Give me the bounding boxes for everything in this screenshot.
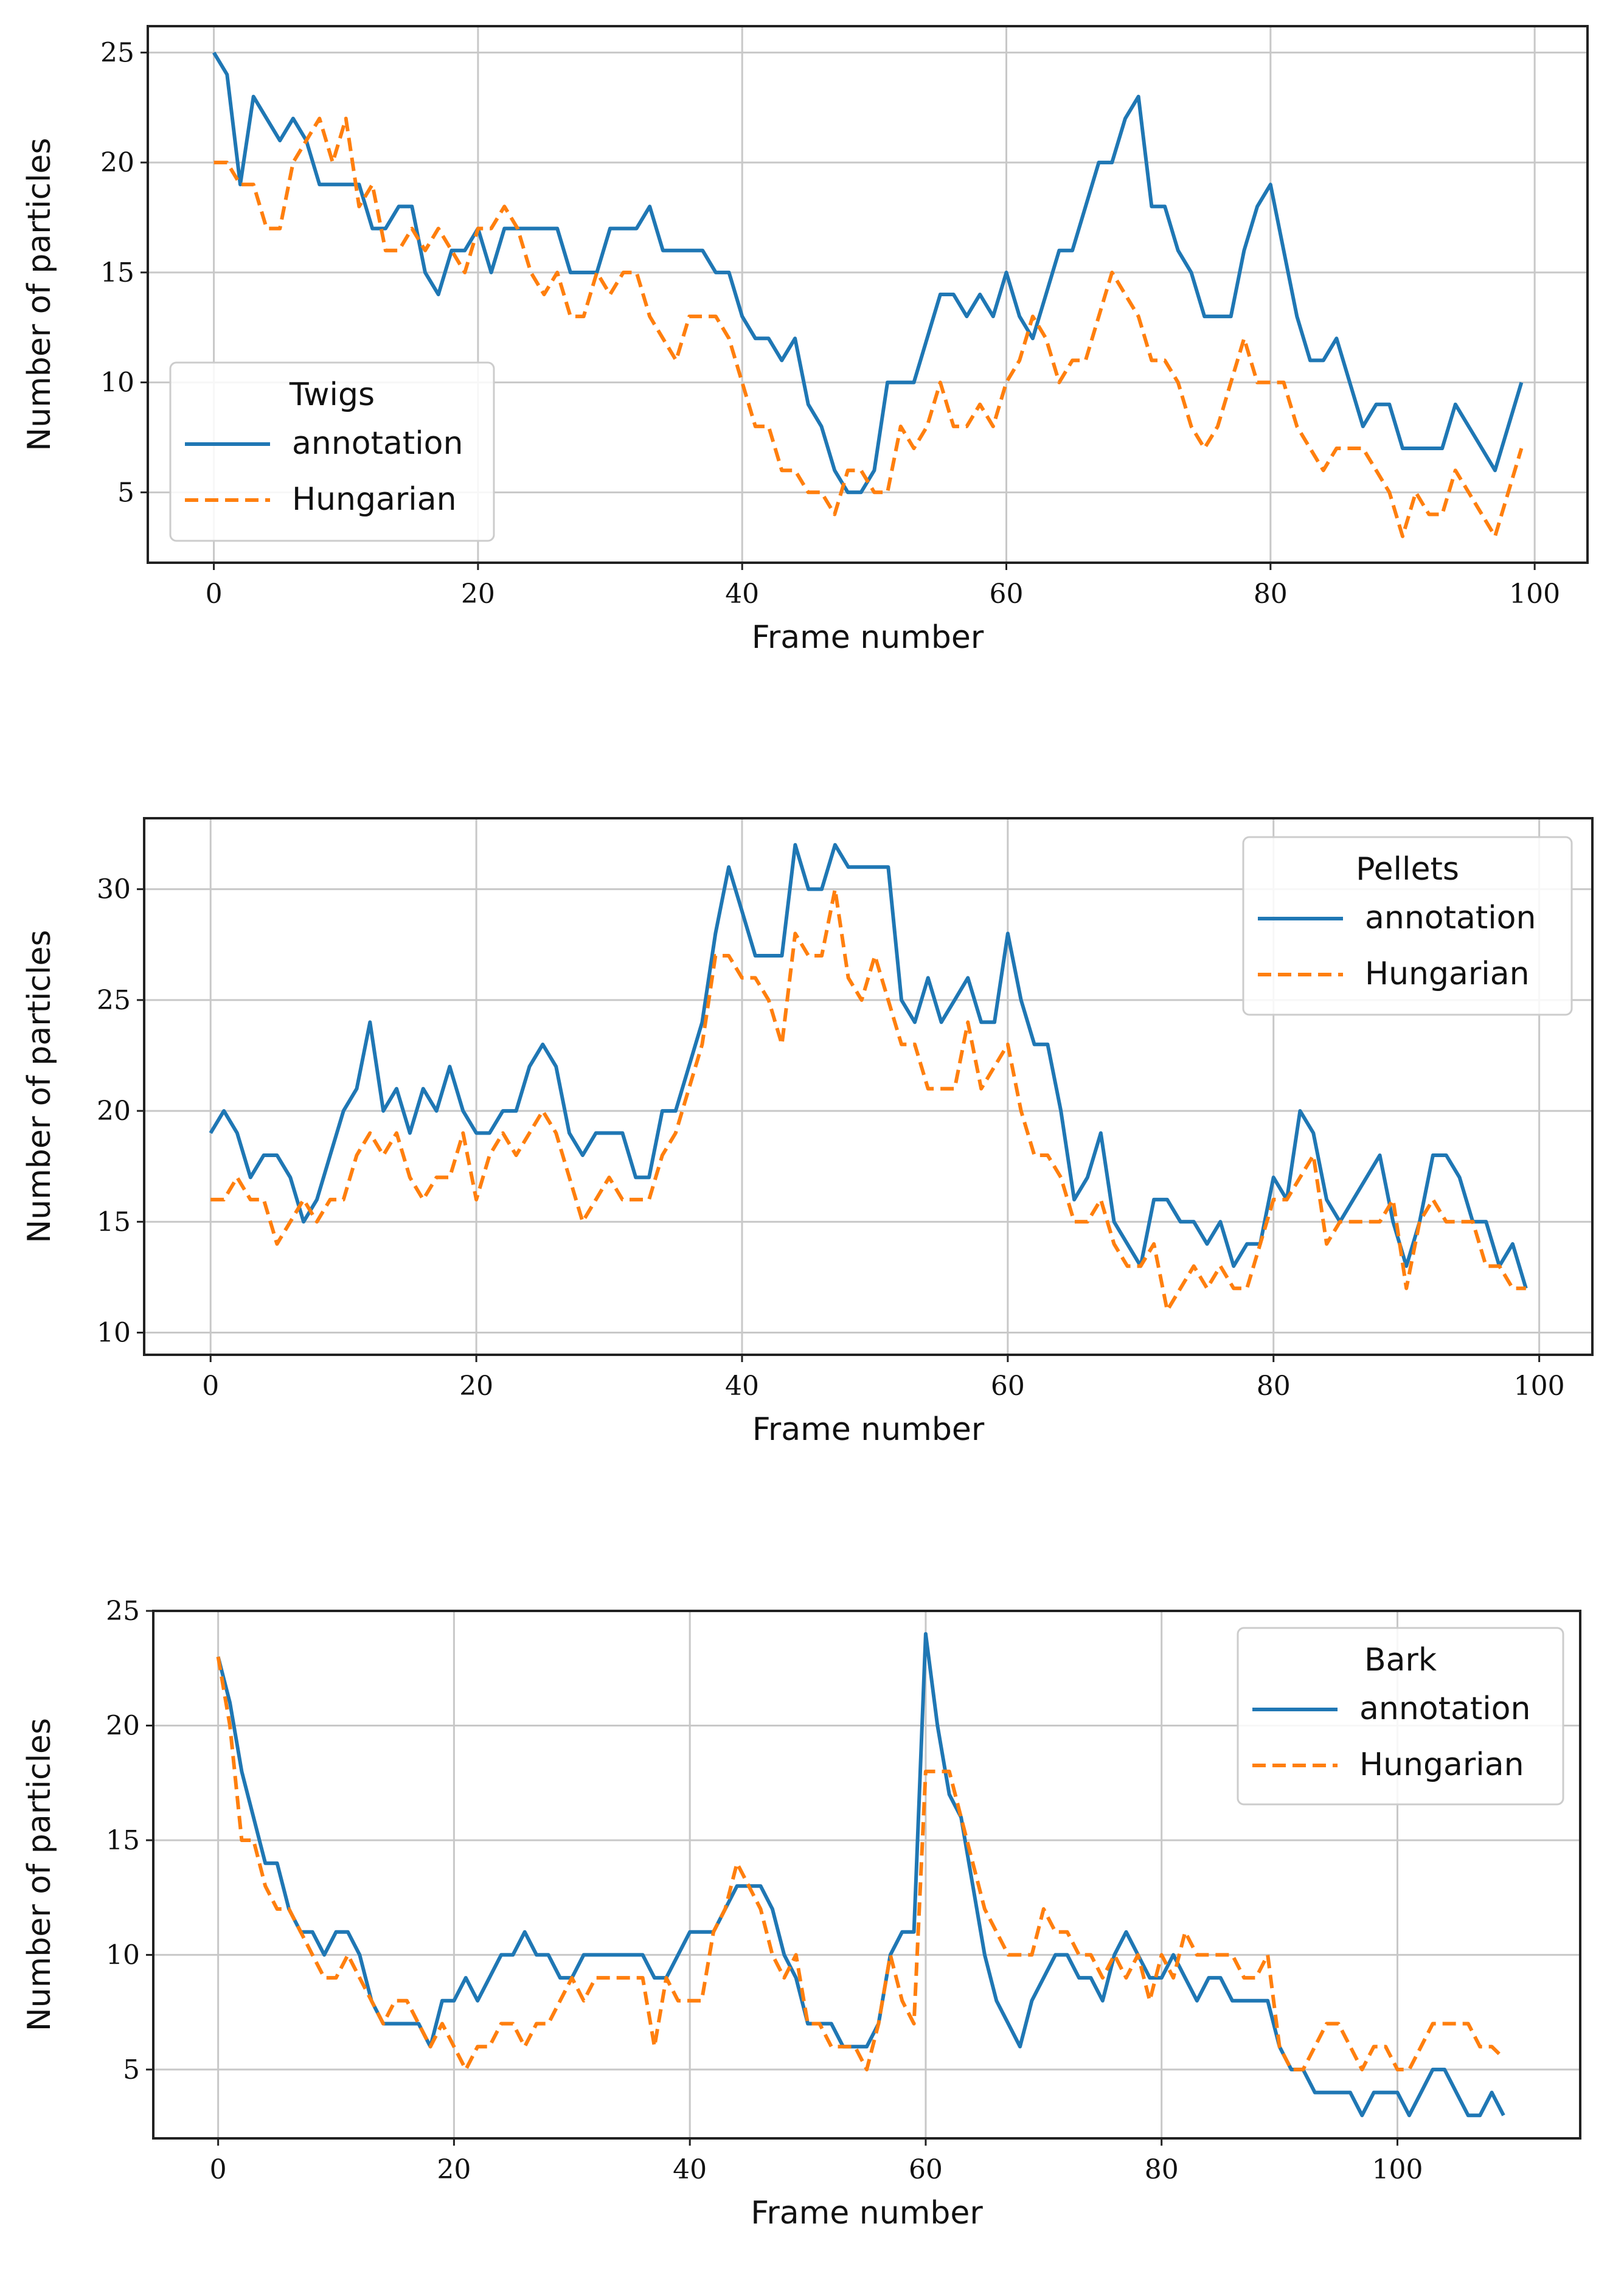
x-tick-label: 0 [206, 579, 223, 610]
y-tick-label: 10 [97, 1318, 131, 1349]
legend-label-hungarian: Hungarian [1359, 1747, 1524, 1783]
legend-box [1237, 1627, 1564, 1806]
legend-box [1242, 836, 1573, 1016]
x-tick-label: 40 [725, 1371, 759, 1402]
x-tick-label: 80 [1145, 2154, 1179, 2185]
legend-title: Bark [1364, 1642, 1437, 1678]
chart-panel-bark: 0 20 40 60 80 100 5 10 15 20 25 Frame number Number … [21, 1596, 1581, 2231]
legend: Pellets annotation Hungarian [1242, 836, 1573, 1016]
series-line-hungarian [210, 887, 1526, 1313]
x-tick-label: 40 [725, 579, 759, 610]
legend: Bark annotation Hungarian [1237, 1627, 1564, 1806]
series-line-annotation [209, 843, 1528, 1289]
legend-label-hungarian: Hungarian [292, 481, 457, 518]
y-tick-label: 30 [97, 874, 131, 905]
legend-label-annotation: annotation [1365, 900, 1536, 936]
legend-title: Twigs [289, 377, 375, 413]
y-tick-label: 20 [106, 1710, 140, 1741]
x-tick-label: 60 [909, 2154, 943, 2185]
legend-title: Pellets [1356, 851, 1459, 888]
x-tick-label: 20 [459, 1371, 493, 1402]
y-tick-label: 10 [106, 1939, 140, 1970]
y-tick-label: 15 [106, 1825, 140, 1856]
x-tick-label: 0 [202, 1371, 219, 1402]
y-axis-label: Number of particles [21, 1718, 58, 2031]
legend-label-annotation: annotation [1359, 1691, 1530, 1727]
x-axis-label: Frame number [752, 1411, 985, 1448]
x-tick-label: 20 [461, 579, 495, 610]
x-tick-label: 100 [1509, 579, 1560, 610]
legend: Twigs annotation Hungarian [169, 361, 495, 542]
legend-label-annotation: annotation [292, 425, 463, 462]
x-tick-label: 0 [210, 2154, 227, 2185]
y-tick-label: 5 [123, 2054, 140, 2085]
x-axis-label: Frame number [751, 2195, 983, 2231]
y-tick-label: 25 [100, 37, 134, 68]
x-axis-label: Frame number [752, 619, 984, 656]
plot-frame [147, 25, 1589, 564]
x-tick-label: 100 [1372, 2154, 1423, 2185]
plot-frame [143, 817, 1594, 1356]
y-tick-label: 25 [106, 1596, 140, 1627]
x-tick-label: 80 [1254, 579, 1288, 610]
series-line-hungarian [216, 1656, 1505, 2071]
y-tick-label: 10 [100, 367, 134, 398]
x-tick-label: 60 [990, 579, 1024, 610]
x-tick-label: 100 [1514, 1371, 1565, 1402]
chart-panel-twigs: 0 20 40 60 80 100 5 10 15 20 25 Frame number Number … [21, 25, 1589, 656]
y-axis-label: Number of particles [21, 930, 58, 1243]
x-tick-label: 20 [437, 2154, 471, 2185]
x-tick-label: 80 [1257, 1371, 1291, 1402]
series-line-hungarian [213, 116, 1524, 538]
y-tick-label: 15 [97, 1206, 131, 1237]
y-tick-label: 20 [97, 1096, 131, 1127]
y-tick-label: 25 [97, 985, 131, 1016]
chart-panel-pellets: 0 20 40 60 80 100 10 15 20 25 30 Frame number Number… [21, 817, 1594, 1448]
x-tick-label: 40 [673, 2154, 707, 2185]
y-tick-label: 20 [100, 147, 134, 178]
legend-label-hungarian: Hungarian [1365, 956, 1530, 992]
y-tick-label: 5 [117, 477, 134, 508]
plot-frame [152, 1610, 1581, 2140]
y-axis-label: Number of particles [21, 137, 58, 451]
y-tick-label: 15 [100, 257, 134, 288]
x-tick-label: 60 [991, 1371, 1025, 1402]
legend-box [169, 361, 495, 542]
